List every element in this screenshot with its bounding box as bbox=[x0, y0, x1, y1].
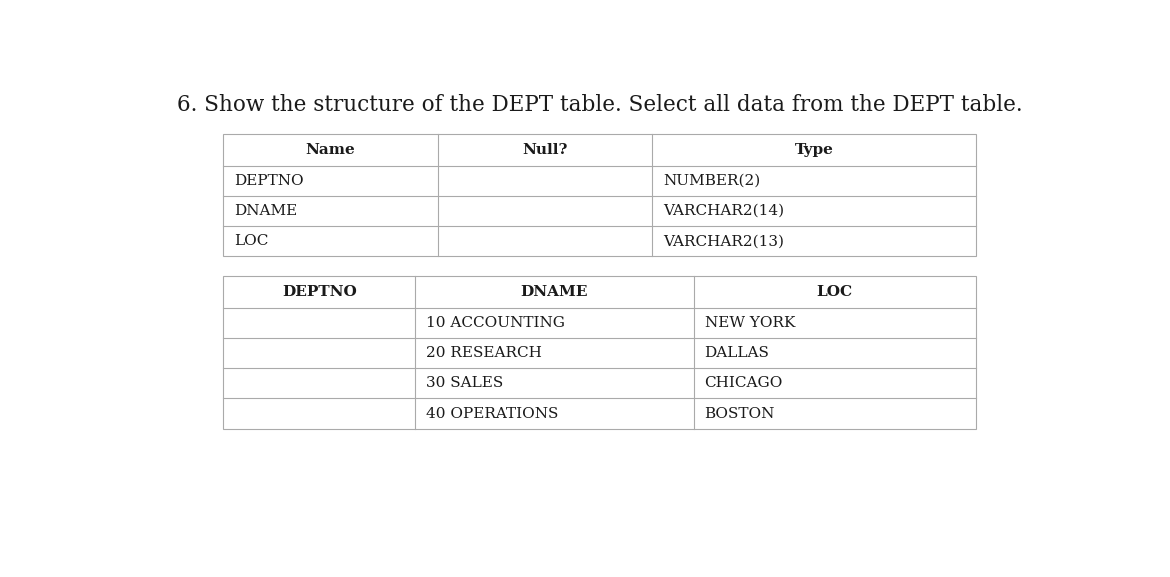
Text: DEPTNO: DEPTNO bbox=[234, 174, 304, 188]
Text: VARCHAR2(14): VARCHAR2(14) bbox=[663, 204, 784, 218]
Text: NUMBER(2): NUMBER(2) bbox=[663, 174, 761, 188]
Text: 30 SALES: 30 SALES bbox=[426, 376, 503, 391]
Text: BOSTON: BOSTON bbox=[704, 407, 775, 421]
Text: NEW YORK: NEW YORK bbox=[704, 316, 794, 330]
Text: DNAME: DNAME bbox=[521, 285, 589, 299]
Bar bbox=[223, 276, 976, 429]
Text: 6. Show the structure of the DEPT table. Select all data from the DEPT table.: 6. Show the structure of the DEPT table.… bbox=[177, 93, 1023, 115]
Text: LOC: LOC bbox=[817, 285, 853, 299]
Text: 10 ACCOUNTING: 10 ACCOUNTING bbox=[426, 316, 565, 330]
Text: 20 RESEARCH: 20 RESEARCH bbox=[426, 346, 542, 360]
Text: DEPTNO: DEPTNO bbox=[282, 285, 357, 299]
Text: DALLAS: DALLAS bbox=[704, 346, 770, 360]
Text: CHICAGO: CHICAGO bbox=[704, 376, 783, 391]
Text: Type: Type bbox=[794, 143, 833, 157]
Text: 40 OPERATIONS: 40 OPERATIONS bbox=[426, 407, 558, 421]
Bar bbox=[223, 134, 976, 256]
Text: Name: Name bbox=[305, 143, 356, 157]
Text: DNAME: DNAME bbox=[234, 204, 297, 218]
Text: LOC: LOC bbox=[234, 234, 269, 248]
Text: VARCHAR2(13): VARCHAR2(13) bbox=[663, 234, 784, 248]
Text: Null?: Null? bbox=[522, 143, 567, 157]
